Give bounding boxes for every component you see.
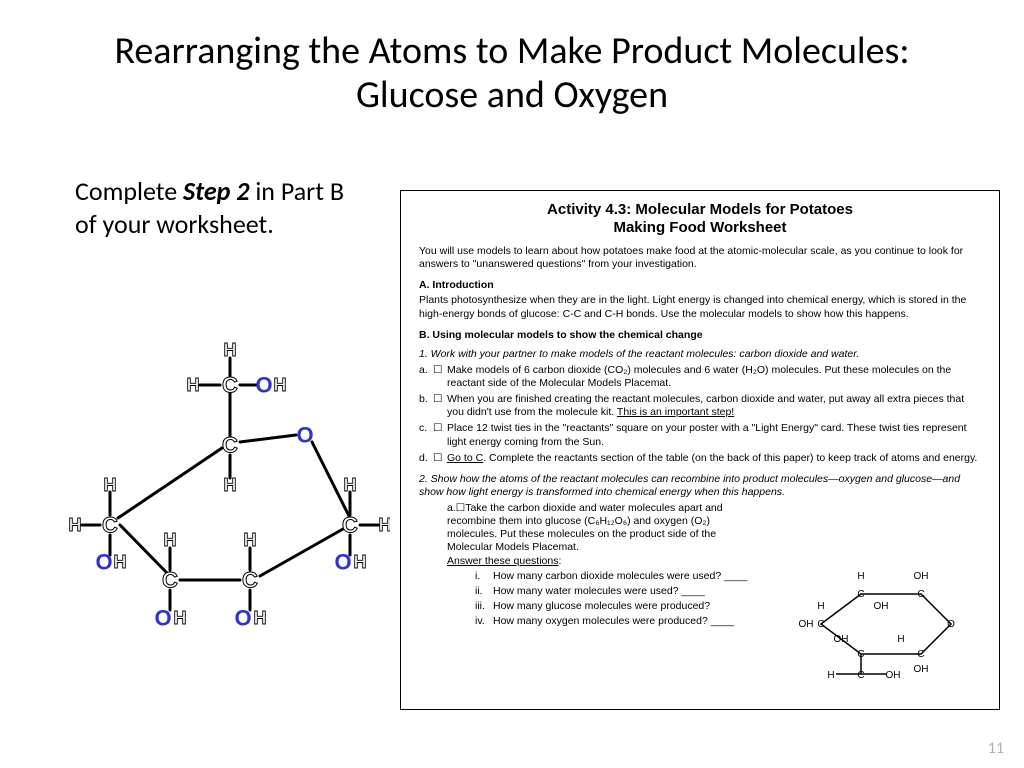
ws-b2: 2. Show how the atoms of the reactant mo…	[419, 473, 981, 499]
ws-q1-text: How many carbon dioxide molecules were u…	[493, 570, 747, 582]
ws-b1a-text: Make models of 6 carbon dioxide (CO₂) mo…	[447, 364, 951, 389]
glucose-molecule-diagram: C C C C C C O O O O O O H H H H H H H H …	[50, 330, 390, 630]
ws-b1d-underline: Go to C	[447, 452, 483, 464]
svg-text:O: O	[947, 619, 955, 630]
ws-q4-text: How many oxygen molecules were produced?…	[493, 615, 734, 627]
ws-q2-text: How many water molecules were used? ____	[493, 585, 705, 597]
ws-b1b: b.☐When you are finished creating the re…	[419, 393, 981, 419]
svg-text:H: H	[224, 475, 237, 495]
svg-text:C: C	[817, 619, 824, 630]
svg-text:H: H	[69, 515, 82, 535]
svg-text:H: H	[827, 670, 834, 681]
svg-text:C: C	[917, 649, 924, 660]
svg-text:H: H	[104, 475, 117, 495]
ws-title-line1: Activity 4.3: Molecular Models for Potat…	[547, 201, 853, 218]
svg-text:H: H	[254, 608, 267, 628]
ws-q3: iii.How many glucose molecules were prod…	[419, 600, 759, 613]
ws-mini-molecule: CCC OCC C HHOH OH OHOH HOH OHH	[781, 554, 981, 694]
svg-text:OH: OH	[799, 619, 814, 630]
ws-b1a: a.☐Make models of 6 carbon dioxide (CO₂)…	[419, 364, 981, 390]
ws-b1d-post: . Complete the reactants section of the …	[483, 452, 977, 464]
svg-text:H: H	[187, 375, 200, 395]
ws-secA-body: Plants photosynthesize when they are in …	[419, 294, 981, 320]
svg-text:O: O	[334, 550, 351, 575]
instruction-pre: Complete	[75, 175, 183, 207]
ws-b2a: a.☐Take the carbon dioxide and water mol…	[419, 502, 759, 568]
ws-intro: You will use models to learn about how p…	[419, 245, 981, 271]
svg-text:O: O	[255, 373, 272, 398]
ws-title-line2: Making Food Worksheet	[613, 219, 786, 236]
svg-text:O: O	[154, 606, 171, 631]
svg-text:H: H	[244, 530, 257, 550]
svg-text:H: H	[164, 530, 177, 550]
ws-q2: ii.How many water molecules were used? _…	[419, 585, 759, 598]
svg-text:O: O	[95, 550, 112, 575]
ws-b1d: d.☐Go to C. Complete the reactants secti…	[419, 452, 981, 465]
ws-b1c: c.☐Place 12 twist ties in the "reactants…	[419, 422, 981, 448]
svg-text:H: H	[174, 608, 187, 628]
svg-text:C: C	[222, 373, 238, 398]
ws-q4: iv.How many oxygen molecules were produc…	[419, 615, 759, 628]
svg-text:OH: OH	[914, 571, 929, 582]
svg-text:H: H	[274, 375, 287, 395]
worksheet-title: Activity 4.3: Molecular Models for Potat…	[419, 201, 981, 237]
ws-b1b-underline: This is an important step!	[617, 406, 734, 418]
ws-b1: 1. Work with your partner to make models…	[419, 348, 981, 361]
svg-text:H: H	[344, 475, 357, 495]
svg-text:C: C	[102, 513, 118, 538]
svg-text:H: H	[379, 515, 391, 535]
ws-secB-heading: B. Using molecular models to show the ch…	[419, 329, 981, 342]
ws-b1c-text: Place 12 twist ties in the "reactants" s…	[447, 422, 967, 447]
svg-text:C: C	[162, 568, 178, 593]
svg-text:O: O	[234, 606, 251, 631]
svg-text:H: H	[817, 601, 824, 612]
svg-text:C: C	[242, 568, 258, 593]
svg-text:C: C	[857, 670, 864, 681]
svg-text:H: H	[114, 552, 127, 572]
svg-text:OH: OH	[886, 670, 901, 681]
ws-b2a-underline: Answer these questions	[447, 555, 558, 567]
svg-text:OH: OH	[834, 634, 849, 645]
svg-text:OH: OH	[914, 664, 929, 675]
ws-q1: i.How many carbon dioxide molecules were…	[419, 570, 759, 583]
svg-text:C: C	[857, 649, 864, 660]
page-number: 11	[988, 739, 1004, 758]
svg-text:C: C	[857, 589, 864, 600]
svg-text:H: H	[897, 634, 904, 645]
svg-text:C: C	[917, 589, 924, 600]
svg-text:C: C	[222, 433, 238, 458]
svg-text:O: O	[296, 423, 313, 448]
slide-title: Rearranging the Atoms to Make Product Mo…	[0, 0, 1024, 127]
svg-text:H: H	[224, 340, 237, 360]
instruction-bold: Step 2	[183, 175, 249, 207]
svg-text:H: H	[354, 552, 367, 572]
svg-text:C: C	[342, 513, 358, 538]
instruction-text: Complete Step 2 in Part B of your worksh…	[75, 175, 365, 240]
ws-secA-heading: A. Introduction	[419, 279, 981, 292]
worksheet-inset: Activity 4.3: Molecular Models for Potat…	[400, 190, 1000, 710]
svg-text:H: H	[857, 571, 864, 582]
ws-b2a-text: Take the carbon dioxide and water molecu…	[447, 502, 723, 553]
ws-q3-text: How many glucose molecules were produced…	[493, 600, 710, 612]
svg-text:OH: OH	[874, 601, 889, 612]
